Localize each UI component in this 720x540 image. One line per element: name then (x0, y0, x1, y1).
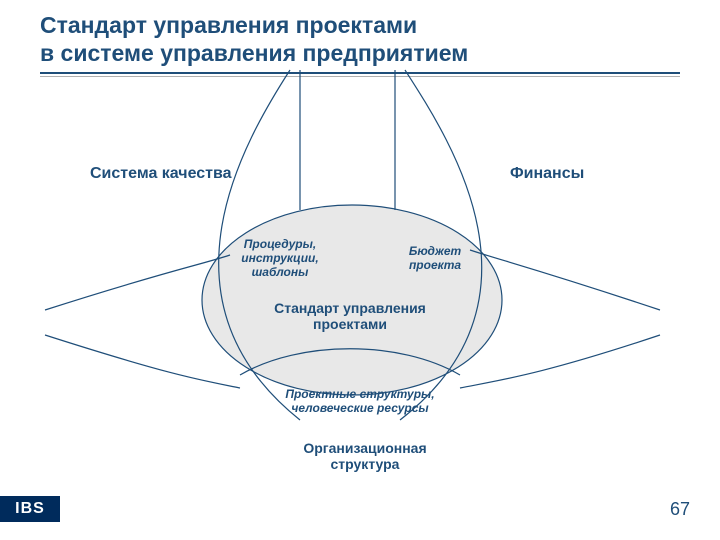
label-project-struct: Проектные структуры,человеческие ресурсы (270, 388, 450, 416)
label-quality: Система качества (90, 165, 232, 183)
label-org-struct: Организационнаяструктура (280, 440, 450, 472)
label-budget: Бюджетпроекта (390, 245, 480, 273)
label-standard: Стандарт управленияпроектами (235, 300, 465, 332)
label-finance: Финансы (510, 165, 584, 183)
slide: { "title_line1":"Стандарт управления про… (0, 0, 720, 540)
label-procedures: Процедуры,инструкции,шаблоны (225, 238, 335, 279)
logo: IBS (0, 496, 60, 522)
page-number: 67 (670, 499, 690, 520)
